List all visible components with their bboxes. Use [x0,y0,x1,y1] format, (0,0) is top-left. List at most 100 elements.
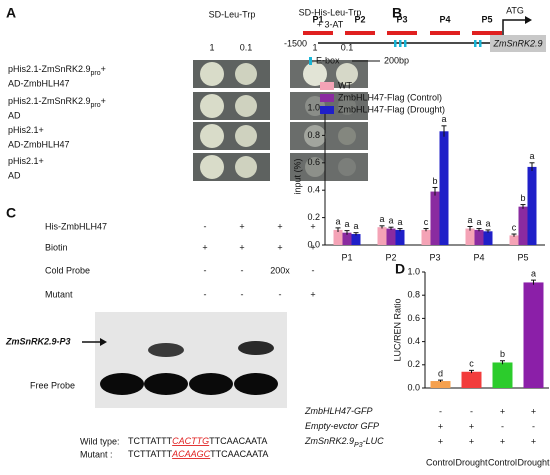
gel [82,312,287,408]
row-label: Biotin [45,242,68,252]
significance-letter: b [520,193,525,203]
significance-letter: b [500,349,505,359]
significance-letter: a [379,214,384,224]
row-label-part: pHis2.1+ [8,125,44,135]
ebox-site [479,40,482,47]
x-tick-label: Drought [455,457,488,467]
significance-letter: a [467,215,472,225]
y-tick-label: 0.4 [307,185,320,195]
sequence-part: TTCAACAATA [210,449,268,459]
bar [465,228,475,245]
lane-symbol: - [204,289,207,299]
colony [200,124,224,148]
row-label: Cold Probe [45,265,90,275]
tss-arrow [502,19,525,35]
legend-swatch [320,94,334,102]
sequence: TCTTATTTACAAGCTTCAACAATA [128,449,268,459]
free-probe-band [189,373,233,395]
legend-swatch [320,106,334,114]
y-tick-label: 0.6 [407,313,420,323]
y-tick-label: 0.8 [307,130,320,140]
condition-mark: + [500,406,505,416]
condition-label-part: Empty-evctor GFP [305,421,379,431]
ebox-site [474,40,477,47]
row-label-part: + [101,96,106,106]
colony [235,95,257,117]
row-label: pHis2.1-ZmSnRK2.9pro+ [8,96,106,108]
condition-label-part: ZmbHLH47-GFP [304,406,373,416]
start-codon: ATG [506,5,524,15]
row-label-part: pro [91,70,101,77]
bar [430,191,440,245]
row-label: AD-ZmbHLH47 [8,139,70,149]
colony [303,62,327,86]
ebox-label: E-box [316,55,340,65]
condition-mark: - [532,421,535,431]
free-probe-label: Free Probe [30,380,75,390]
colony [304,125,326,147]
colony [338,158,356,176]
colony [200,94,224,118]
sequence-name: Mutant : [80,449,113,459]
row-label: AD-ZmbHLH47 [8,78,70,88]
condition-mark: + [469,436,474,446]
colony [338,127,356,145]
significance-letter: a [335,216,340,226]
lane-symbol: + [202,242,207,252]
sequence-part: TTCAACAATA [209,436,267,446]
row-label: Mutant [45,289,73,299]
ebox-site [399,40,402,47]
significance-letter: a [344,219,349,229]
y-tick-label: 0.4 [407,336,420,346]
x-tick-label: P5 [517,252,528,262]
condition-label-part: P3 [354,442,363,449]
promoter-diagram [303,16,546,65]
lane-symbol: - [241,265,244,275]
condition-mark: - [501,421,504,431]
bar [461,371,482,388]
promoter-label: P5 [481,14,492,24]
yeast-plates [193,60,368,181]
column-header: SD-Leu-Trp [209,9,256,19]
lane-symbol: - [312,265,315,275]
dilution: 0.1 [341,42,354,52]
panel-label: A [6,5,16,21]
arrow-head [100,338,107,346]
lane-symbol: + [277,221,282,231]
shift-band [238,341,274,355]
bar [395,229,405,245]
promoter-label: P2 [354,14,365,24]
bar [483,231,493,245]
y-tick-label: 1.0 [407,266,420,276]
condition-mark: + [438,421,443,431]
y-tick-label: 0.0 [307,239,320,249]
significance-letter: a [397,217,402,227]
bar [518,206,528,245]
condition-mark: + [469,421,474,431]
colony [235,63,257,85]
x-tick-label: Control [488,457,517,467]
condition-label: Empty-evctor GFP [305,421,379,431]
primer-region [387,31,417,35]
promoter-label: P3 [396,14,407,24]
condition-mark: - [439,406,442,416]
legend-label: ZmbHLH47-Flag (Control) [338,92,442,102]
free-probe-band [234,373,278,395]
significance-letter: a [388,216,393,226]
primer-region [345,31,375,35]
significance-letter: b [432,176,437,186]
x-tick-label: P1 [341,252,352,262]
gene-box [490,35,546,52]
promoter-label: P4 [439,14,450,24]
row-label: pHis2.1+ [8,125,44,135]
y-tick-label: 0.2 [307,212,320,222]
plate [290,122,368,150]
legend-swatch [320,82,334,90]
promoter-label: P1 [312,14,323,24]
arrow-head [525,16,532,24]
row-label-part: pro [91,102,101,109]
bar [509,235,519,245]
y-axis-label: input (%) [292,158,302,194]
y-axis-label: LUC/REN Ratio [392,298,402,361]
lane-symbol: - [204,265,207,275]
